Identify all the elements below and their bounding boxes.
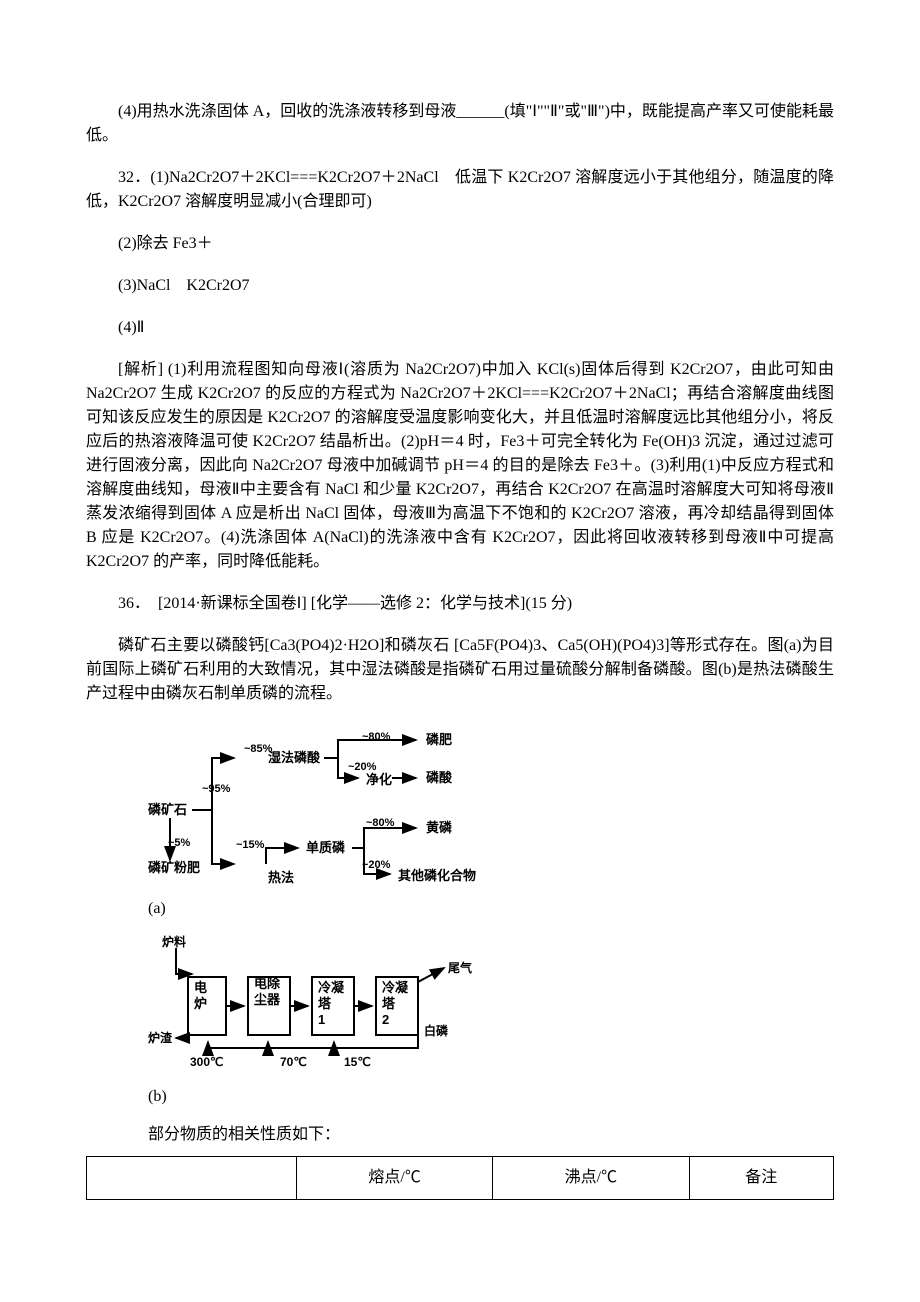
- fig-b-furnace: 电炉: [194, 980, 207, 1011]
- question-36-body: 磷矿石主要以磷酸钙[Ca3(PO4)2·H2O]和磷灰石 [Ca5F(PO4)3…: [86, 634, 834, 706]
- table-h4: 备注: [689, 1157, 834, 1200]
- table-h2: 熔点/℃: [297, 1157, 493, 1200]
- properties-intro: 部分物质的相关性质如下：: [148, 1120, 834, 1144]
- fig-a-singlep: 单质磷: [306, 840, 346, 855]
- fig-a-phosacid: 磷酸: [426, 770, 453, 785]
- fig-b-t70: 70℃: [280, 1055, 307, 1069]
- answer-32-2: (2)除去 Fe3＋: [86, 232, 834, 256]
- answer-32-3: (3)NaCl K2Cr2O7: [86, 274, 834, 298]
- table-h3: 沸点/℃: [493, 1157, 689, 1200]
- question-4: (4)用热水洗涤固体 A，回收的洗涤液转移到母液______(填"Ⅰ""Ⅱ"或"…: [86, 100, 834, 148]
- fig-a-p5: ~5%: [168, 837, 191, 849]
- fig-b-white: 白磷: [424, 1023, 449, 1038]
- fig-a-p15: ~15%: [236, 839, 265, 851]
- figure-a: 磷矿石 磷矿粉肥 湿法磷酸 净化 磷酸 磷肥 热法 单质磷 黄磷 其他磷化合物 …: [148, 724, 834, 894]
- fig-b-t15: 15℃: [344, 1055, 371, 1069]
- figure-b-label: (b): [148, 1088, 834, 1106]
- fig-a-p20a: ~20%: [348, 761, 377, 773]
- fig-a-wet: 湿法磷酸: [268, 750, 321, 765]
- fig-a-other: 其他磷化合物: [398, 868, 476, 883]
- fig-a-root: 磷矿石: [148, 802, 187, 817]
- fig-a-yellow: 黄磷: [426, 820, 453, 835]
- properties-table: 熔点/℃ 沸点/℃ 备注: [86, 1156, 834, 1200]
- figure-a-label: (a): [148, 900, 834, 918]
- answer-32-4: (4)Ⅱ: [86, 316, 834, 340]
- table-h1: [87, 1157, 297, 1200]
- question-36-title: 36． [2014·新课标全国卷Ⅰ] [化学——选修 2：化学与技术](15 分…: [86, 592, 834, 616]
- explanation-text: [解析] (1)利用流程图知向母液Ⅰ(溶质为 Na2Cr2O7)中加入 KCl(…: [86, 358, 834, 574]
- fig-b-t300: 300℃: [190, 1055, 224, 1069]
- answer-32-1: 32．(1)Na2Cr2O7＋2KCl===K2Cr2O7＋2NaCl 低温下 …: [86, 166, 834, 214]
- fig-a-p95: ~95%: [202, 783, 231, 795]
- fig-a-hot: 热法: [268, 870, 294, 885]
- fig-b-charge: 炉料: [162, 934, 186, 949]
- fig-b-slag: 炉渣: [148, 1030, 173, 1045]
- fig-b-precip: 电除尘器: [254, 976, 281, 1007]
- fig-a-purify: 净化: [366, 772, 392, 787]
- fig-a-p85: ~85%: [244, 743, 273, 755]
- figure-b: 电炉 电除尘器 冷凝塔1 冷凝塔2 炉料 炉渣 尾气 白磷 300℃ 70℃ 1…: [148, 932, 834, 1082]
- fig-a-p80a: ~80%: [362, 731, 391, 743]
- fig-a-bottom: 磷矿粉肥: [148, 860, 200, 875]
- fig-a-fert: 磷肥: [426, 732, 452, 747]
- fig-a-p20b: ~20%: [362, 859, 391, 871]
- fig-b-tail: 尾气: [448, 960, 472, 975]
